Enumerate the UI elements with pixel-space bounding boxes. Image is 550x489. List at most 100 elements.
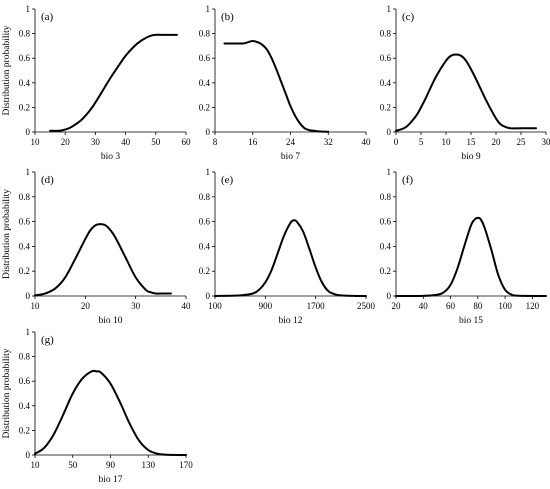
y-tick-label: 1 [387,4,392,14]
y-tick-label: 0.8 [19,29,31,39]
series-line [214,219,367,297]
chart-panel-2: 0 0.2 0.4 0.6 0.8 1 8 16 24 32 40 bio 7 (b) [199,4,371,162]
y-tick-label: 0.6 [19,53,31,63]
x-axis-title: bio 10 [98,316,122,326]
x-tick-label: 15 [467,137,477,147]
y-tick-label: 0.8 [19,352,31,362]
y-tick-label: 0 [387,291,392,301]
chart-panel-5: 0 0.2 0.4 0.6 0.8 1 100 900 1700 2500 bio 12 (e) [199,167,376,326]
y-tick-label: 0.6 [19,376,31,386]
y-tick-label: 0.2 [19,266,30,276]
x-tick-label: 120 [526,301,540,311]
y-tick-label: 0.2 [19,102,30,112]
y-tick-label: 0.4 [19,401,31,411]
x-tick-label: 40 [362,137,372,147]
x-tick-label: 50 [68,460,78,470]
x-tick-label: 40 [121,137,131,147]
series-line [34,369,187,456]
x-tick-label: 100 [208,301,222,311]
x-axis-title: bio 3 [101,152,121,162]
x-tick-label: 90 [106,460,116,470]
y-tick-label: 1 [206,167,211,177]
y-tick-label: 0.4 [199,78,211,88]
panel-label: (d) [41,174,54,186]
x-axis-title: bio 9 [461,152,481,162]
x-tick-label: 8 [213,137,218,147]
x-tick-label: 80 [473,301,483,311]
x-tick-label: 5 [419,137,424,147]
y-tick-label: 0.4 [19,78,31,88]
x-tick-label: 0 [394,137,399,147]
y-tick-label: 0.2 [19,425,30,435]
y-tick-label: 1 [26,327,31,337]
x-tick-label: 170 [179,460,193,470]
y-tick-label: 0.8 [199,192,211,202]
x-axis-title: bio 7 [281,152,301,162]
panel-label: (c) [402,11,415,23]
series-line [223,39,330,133]
x-tick-label: 60 [182,137,192,147]
x-axis-title: bio 17 [98,475,122,485]
y-tick-label: 0.6 [380,53,392,63]
y-tick-label: 1 [26,167,31,177]
y-tick-label: 0 [26,291,31,301]
x-tick-label: 60 [446,301,456,311]
x-tick-label: 16 [248,137,258,147]
y-tick-label: 0 [206,291,211,301]
y-tick-label: 0 [26,127,31,137]
x-tick-label: 130 [142,460,156,470]
series-line [34,223,172,297]
x-tick-label: 10 [31,137,41,147]
x-tick-label: 20 [392,301,402,311]
series-line [395,53,537,132]
y-axis-title: Distribution probability [2,348,12,438]
panel-label: (f) [402,174,413,186]
x-tick-label: 20 [492,137,502,147]
y-tick-label: 0 [387,127,392,137]
series-line [395,216,547,298]
y-tick-label: 0.2 [199,266,210,276]
panel-label: (a) [41,11,54,23]
panel-label: (e) [221,174,234,186]
x-tick-label: 2500 [357,301,376,311]
y-tick-label: 1 [206,4,211,14]
x-tick-label: 25 [517,137,527,147]
x-tick-label: 10 [31,460,41,470]
y-tick-label: 0 [26,450,31,460]
x-axis-title: bio 12 [278,316,302,326]
y-tick-label: 1 [387,167,392,177]
y-tick-label: 0.4 [19,241,31,251]
y-axis-title: Distribution probability [2,189,12,279]
x-tick-label: 32 [324,137,333,147]
y-tick-label: 1 [26,4,31,14]
x-tick-label: 30 [91,137,101,147]
y-tick-label: 0.6 [380,217,392,227]
y-tick-label: 0.8 [199,29,211,39]
y-tick-label: 0.8 [380,29,392,39]
x-tick-label: 900 [259,301,273,311]
x-tick-label: 30 [131,301,141,311]
y-tick-label: 0.6 [19,217,31,227]
chart-panel-7: 0 0.2 0.4 0.6 0.8 1 10 50 90 130 170 bio 17 Distribu… [2,327,193,485]
panel-label: (b) [221,11,234,23]
x-tick-label: 40 [182,301,192,311]
x-tick-label: 40 [419,301,429,311]
x-tick-label: 20 [81,301,91,311]
y-tick-label: 0.2 [380,102,391,112]
y-tick-label: 0.8 [19,192,31,202]
chart-panel-1: 0 0.2 0.4 0.6 0.8 1 10 20 30 40 50 60 bio 3 Distribut… [2,4,191,162]
x-tick-label: 24 [286,137,296,147]
y-tick-label: 0 [206,127,211,137]
x-tick-label: 1700 [307,301,326,311]
y-tick-label: 0.4 [380,78,392,88]
x-tick-label: 30 [542,137,550,147]
x-tick-label: 50 [151,137,161,147]
y-tick-label: 0.6 [199,53,211,63]
series-line [49,33,178,132]
chart-panel-4: 0 0.2 0.4 0.6 0.8 1 10 20 30 40 bio 10 Distribution… [2,167,191,326]
y-tick-label: 0.4 [380,241,392,251]
y-tick-label: 0.2 [199,102,210,112]
